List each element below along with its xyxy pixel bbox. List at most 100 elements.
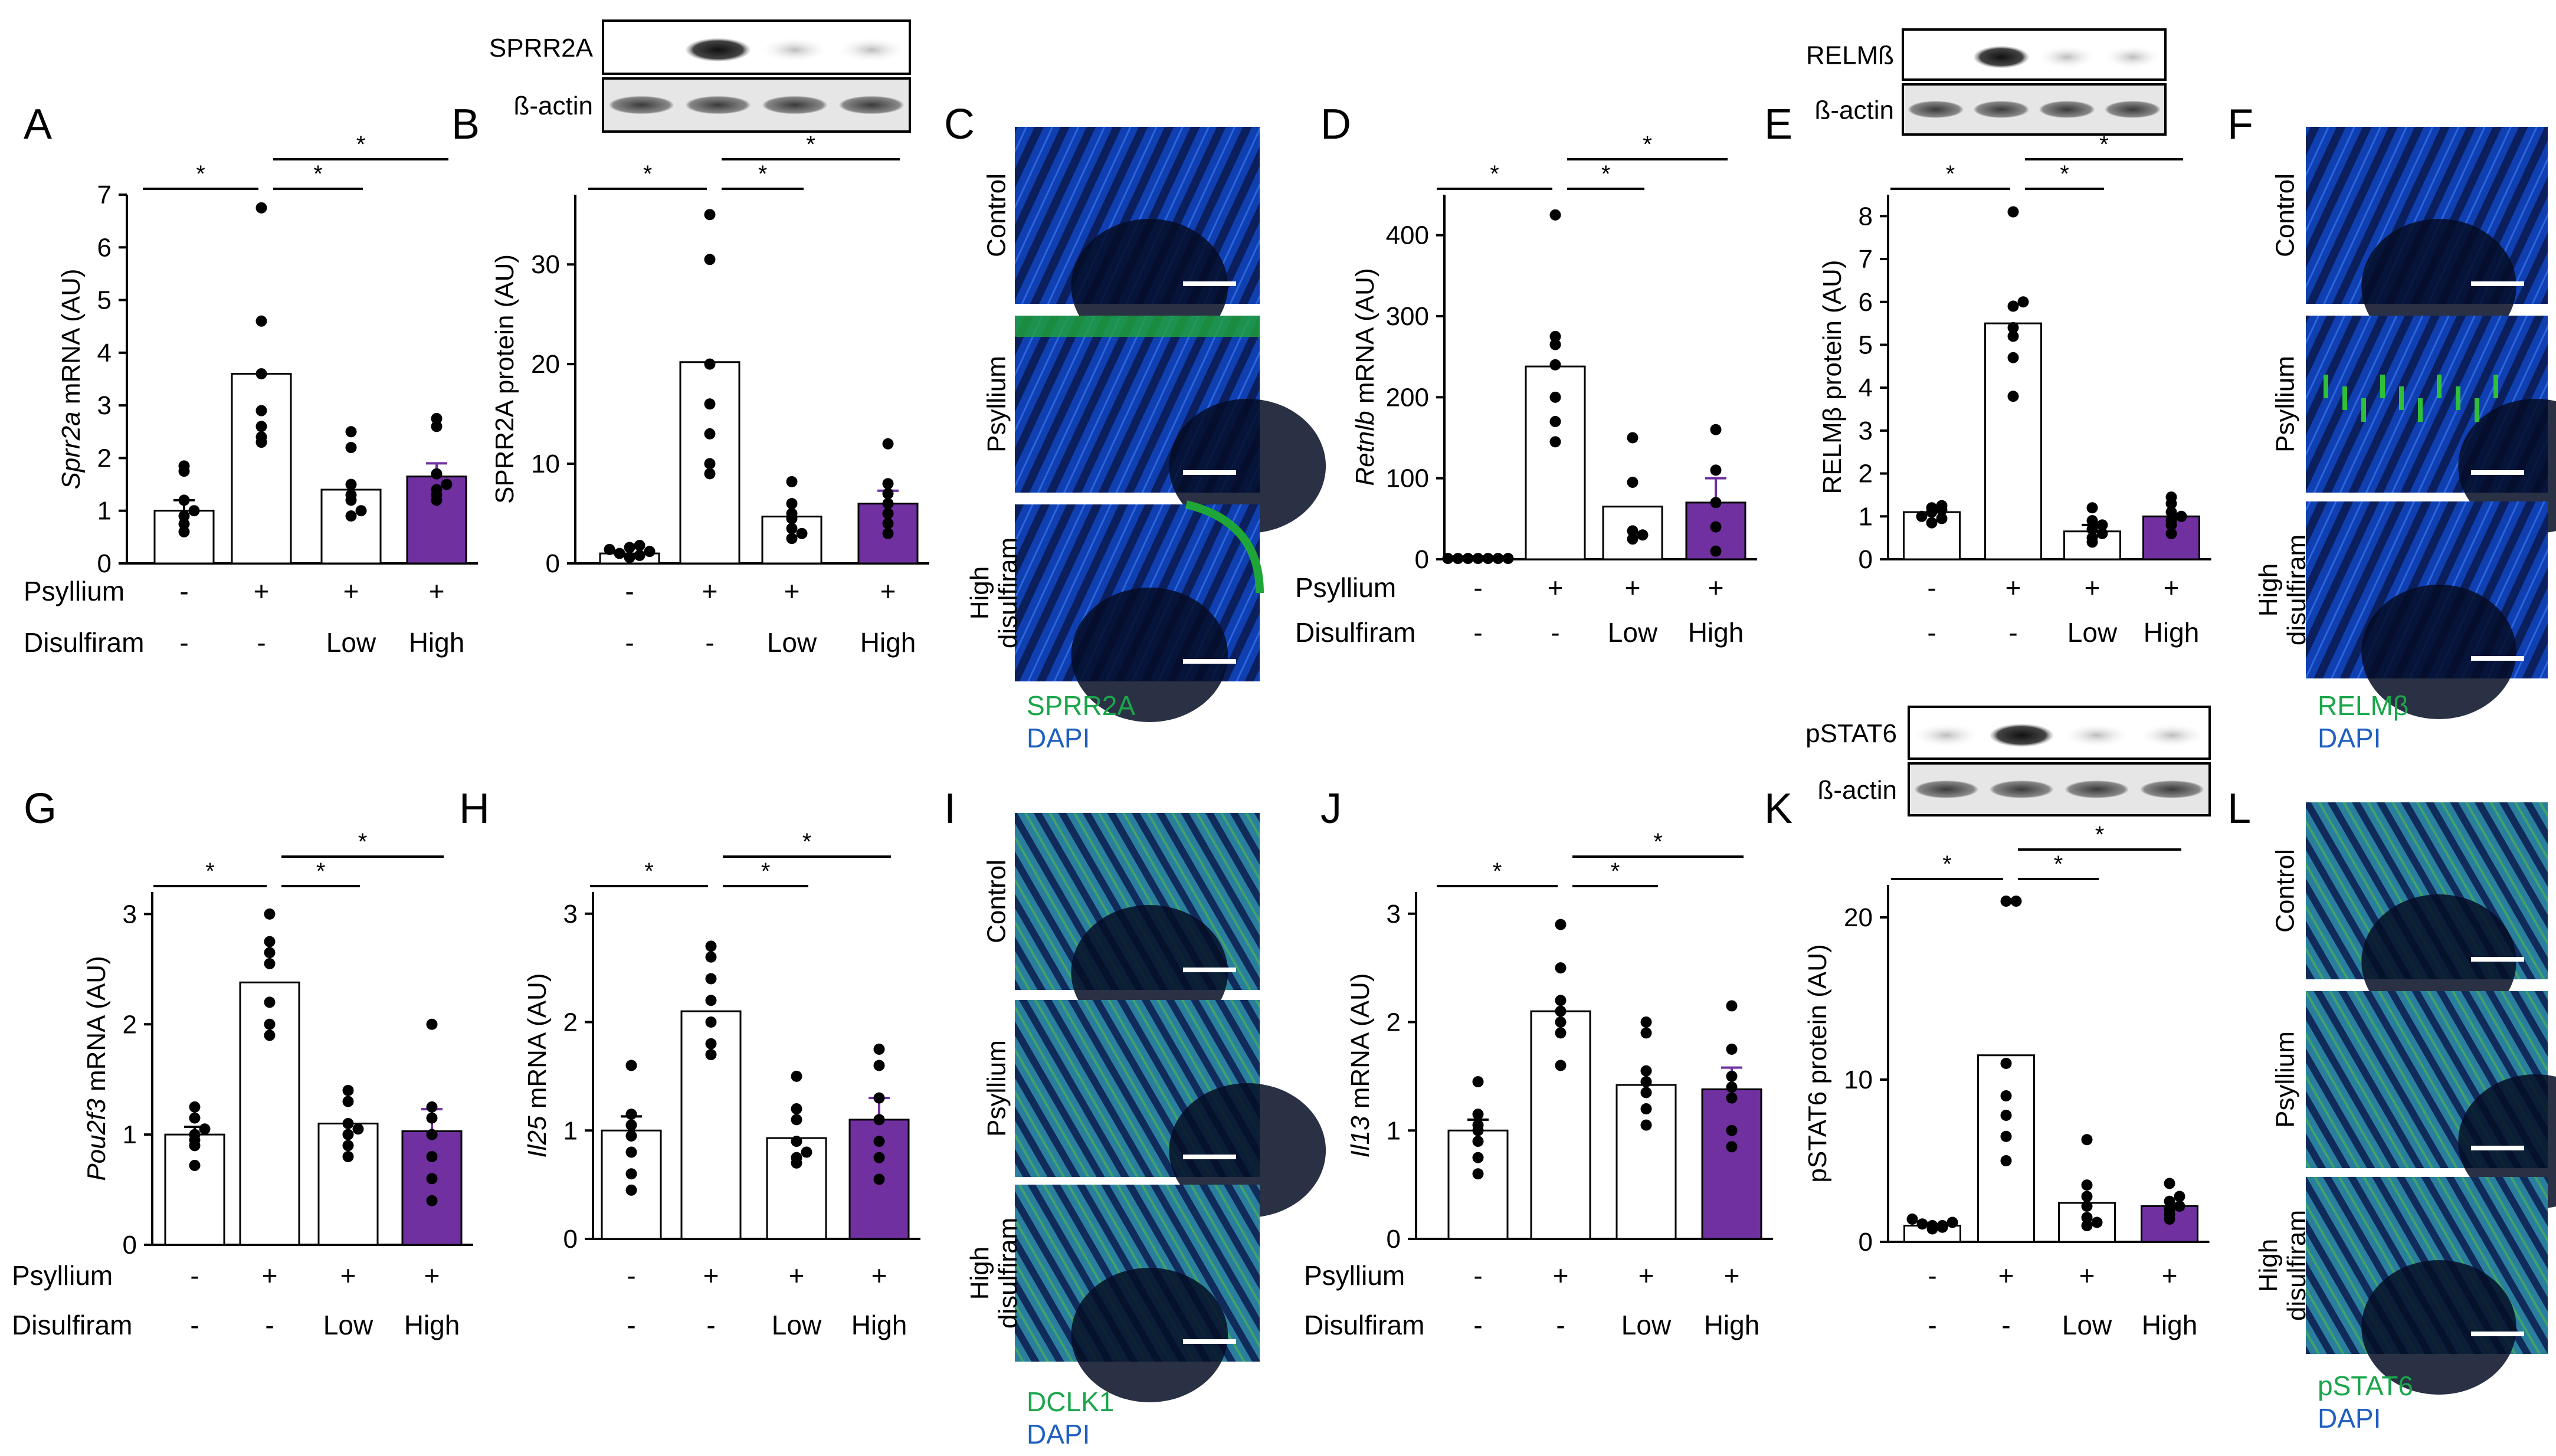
data-point <box>624 542 635 553</box>
y-tick-label: 0 <box>1859 545 1873 574</box>
data-point <box>1549 209 1561 221</box>
data-point <box>1555 1060 1567 1071</box>
data-point <box>1549 330 1561 342</box>
data-point <box>1710 424 1722 435</box>
y-tick-label: 200 <box>1386 383 1429 412</box>
panel-letter-G: G <box>24 785 57 832</box>
actin-band <box>1915 781 1978 798</box>
data-point <box>1710 497 1722 509</box>
y-tick-label: 20 <box>531 350 560 379</box>
panel-letter-K: K <box>1764 785 1793 832</box>
disulfiram-value: Low <box>1621 1310 1672 1340</box>
y-axis-label-unit: mRNA (AU) <box>1351 268 1379 411</box>
disulfiram-value: - <box>1928 1310 1936 1340</box>
scale-bar <box>2471 470 2524 475</box>
psyllium-value: + <box>784 576 800 606</box>
data-point <box>1555 1016 1567 1028</box>
disulfiram-value: - <box>705 627 714 658</box>
significance-star: * <box>761 858 771 884</box>
data-point <box>1726 1000 1738 1012</box>
y-tick-label: 1 <box>1859 502 1873 531</box>
y-axis-label-unit: mRNA (AU) <box>1346 973 1375 1116</box>
data-point <box>2086 515 2098 527</box>
y-axis-label-unit: mRNA (AU) <box>57 268 86 411</box>
data-point <box>264 1029 276 1041</box>
y-tick-label: 0 <box>123 1231 137 1260</box>
micrograph-row-label-line: Psyllium <box>982 356 1011 452</box>
data-point <box>431 421 443 432</box>
micrograph-row-label: Highdisulfiram <box>965 1218 1023 1329</box>
data-point <box>2000 1155 2012 1166</box>
band <box>762 38 827 62</box>
actin-band <box>1908 101 1964 118</box>
chart-E: 0 1 2 3 4 5 6 7 8 RELMβ protein (AU) * * * - + + + - - Low H… <box>1764 101 2211 648</box>
data-point <box>625 1109 637 1120</box>
data-point <box>614 547 625 559</box>
bar <box>1530 1010 1591 1240</box>
micrograph-row-label-line: disulfiram <box>994 537 1023 648</box>
data-point <box>255 315 267 327</box>
data-point <box>873 1136 885 1147</box>
y-axis-label-gene: Pou2f3 <box>82 1098 111 1181</box>
data-point <box>873 1173 885 1185</box>
legend-blue-label: DAPI <box>2318 723 2381 753</box>
data-point <box>796 527 808 539</box>
panel-letter-J: J <box>1320 785 1342 832</box>
green-signal <box>2475 398 2479 422</box>
data-point <box>1726 1081 1738 1093</box>
data-point <box>264 936 276 947</box>
scale-bar <box>2471 281 2524 286</box>
data-point <box>426 1129 438 1140</box>
chart-A: 0 1 2 3 4 5 6 7 Sprr2a mRNA (AU) * * * - + + + - - Low High… <box>24 101 478 658</box>
y-tick-label: 2 <box>1859 460 1873 488</box>
y-tick-label: 0 <box>1859 1228 1873 1257</box>
data-point <box>882 438 894 450</box>
y-tick-label: 7 <box>97 181 112 209</box>
lumen <box>1071 588 1228 722</box>
psyllium-value: - <box>1928 1260 1936 1291</box>
data-point <box>431 468 443 480</box>
data-point <box>264 1018 276 1030</box>
micrograph-row-label-line: disulfiram <box>994 1218 1023 1329</box>
data-point <box>625 1119 637 1131</box>
data-point <box>431 484 443 496</box>
green-signal <box>2399 386 2404 410</box>
y-tick-label: 2 <box>563 1008 578 1037</box>
y-axis-label: Pou2f3 mRNA (AU) <box>82 956 111 1180</box>
significance-star: * <box>1946 161 1955 187</box>
data-point <box>882 488 894 500</box>
micrograph-row-label-line: Control <box>2270 173 2299 257</box>
green-signal <box>1015 316 1260 337</box>
psyllium-value: - <box>1473 1260 1482 1291</box>
scale-bar <box>2471 1146 2524 1150</box>
panel-letter-L: L <box>2227 785 2251 832</box>
actin-band <box>1974 101 2029 118</box>
disulfiram-value: - <box>1927 617 1936 648</box>
data-point <box>705 1038 717 1050</box>
data-point <box>1502 553 1514 565</box>
data-point <box>625 1168 637 1180</box>
y-tick-label: 0 <box>1387 1225 1401 1254</box>
data-point <box>2164 1204 2175 1215</box>
data-point <box>791 1070 802 1082</box>
data-point <box>634 549 645 561</box>
y-tick-label: 0 <box>1415 545 1429 574</box>
data-point <box>791 1114 802 1126</box>
psyllium-value: + <box>2006 572 2021 603</box>
data-point <box>786 533 798 545</box>
disulfiram-value: Low <box>1608 617 1658 648</box>
scale-bar <box>1183 1155 1236 1159</box>
data-point <box>1472 1109 1484 1120</box>
data-point <box>1549 416 1561 428</box>
y-tick-label: 3 <box>97 391 112 420</box>
y-tick-label: 30 <box>531 250 560 279</box>
y-axis-label: Sprr2a mRNA (AU) <box>57 268 86 489</box>
significance-star: * <box>2060 161 2069 187</box>
data-point <box>704 428 716 440</box>
y-tick-label: 300 <box>1386 302 1429 331</box>
micrograph-row-label: Psyllium <box>982 356 1011 452</box>
disulfiram-value: - <box>1556 1310 1565 1340</box>
data-point <box>1916 1218 1928 1230</box>
data-point <box>1906 1214 1918 1225</box>
